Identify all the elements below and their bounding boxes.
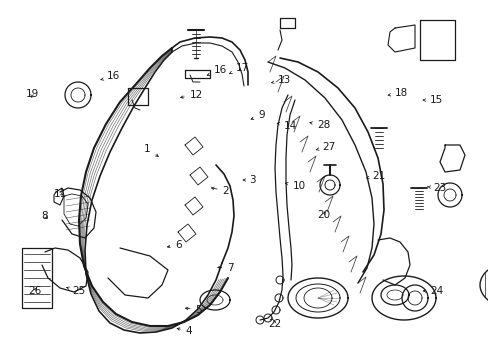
- Text: 19: 19: [25, 89, 39, 99]
- Text: 11: 11: [54, 189, 67, 199]
- Text: 10: 10: [285, 181, 305, 192]
- Text: 21: 21: [366, 171, 385, 181]
- Text: 7: 7: [217, 263, 234, 273]
- Text: 9: 9: [251, 110, 264, 120]
- Text: 1: 1: [144, 144, 158, 156]
- Text: 8: 8: [41, 211, 48, 221]
- Text: 25: 25: [66, 286, 85, 296]
- Text: 24: 24: [422, 286, 443, 296]
- Text: 5: 5: [185, 305, 202, 315]
- Text: 20: 20: [316, 210, 329, 220]
- Text: 27: 27: [316, 142, 334, 152]
- Text: 26: 26: [28, 286, 41, 296]
- Text: 2: 2: [211, 186, 229, 196]
- Text: 28: 28: [309, 120, 329, 130]
- Text: 18: 18: [387, 88, 407, 98]
- Text: 15: 15: [422, 95, 442, 105]
- Text: 13: 13: [271, 75, 290, 85]
- Text: 4: 4: [177, 326, 192, 336]
- Text: 23: 23: [427, 183, 445, 193]
- Text: 17: 17: [229, 63, 248, 73]
- Text: 16: 16: [101, 71, 120, 81]
- Text: 16: 16: [207, 65, 227, 76]
- Text: 22: 22: [267, 319, 281, 329]
- Text: 12: 12: [180, 90, 203, 100]
- Text: 6: 6: [167, 240, 182, 250]
- Text: 3: 3: [243, 175, 256, 185]
- Text: 14: 14: [277, 121, 296, 131]
